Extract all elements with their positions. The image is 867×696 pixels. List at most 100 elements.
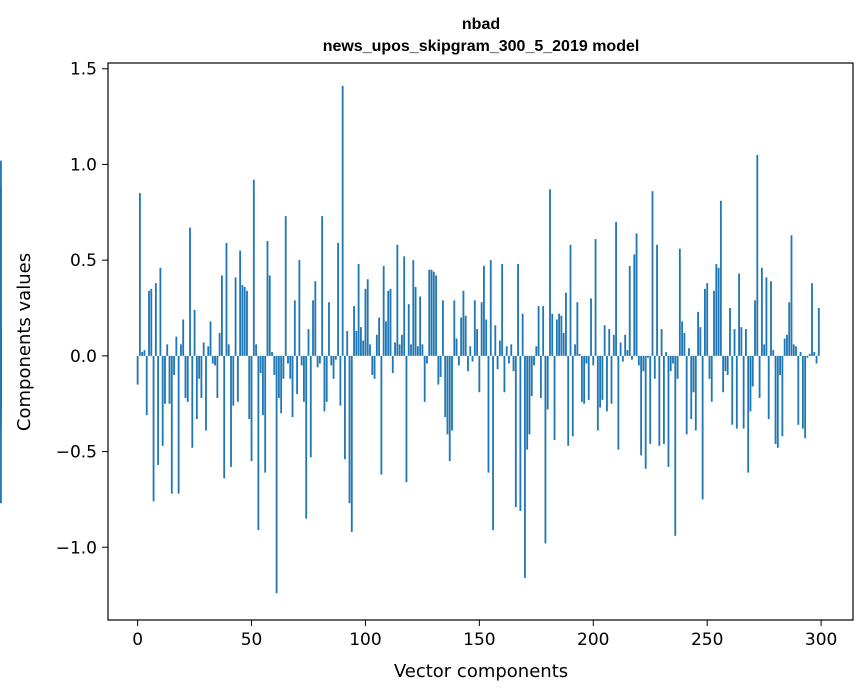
bar-93 — [348, 355, 351, 504]
bar-238 — [678, 248, 681, 356]
x-tick-label: 100 — [349, 630, 381, 650]
x-tick-label: 300 — [805, 630, 837, 650]
bar-15 — [170, 355, 173, 494]
bar-96 — [355, 330, 358, 356]
bar-182 — [551, 313, 554, 356]
bar-148 — [473, 300, 476, 356]
y-tick-label: 0.5 — [70, 251, 97, 271]
bars-group — [0, 85, 820, 594]
bar-138 — [451, 355, 453, 431]
bar-149 — [476, 329, 478, 356]
bar-189 — [567, 355, 570, 446]
bar-103 — [371, 355, 374, 375]
bar-141 — [457, 355, 460, 366]
bar-8 — [154, 283, 157, 356]
bar-164 — [510, 344, 513, 356]
bar-7 — [152, 355, 155, 502]
x-tick-label: 200 — [577, 630, 609, 650]
bar-1 — [138, 193, 141, 356]
bar-85 — [330, 355, 333, 366]
bar-81 — [321, 216, 324, 356]
bar-143 — [462, 290, 465, 356]
bar-227 — [653, 355, 656, 379]
bar-38 — [223, 355, 226, 479]
bar-215 — [626, 350, 629, 356]
bar-57 — [266, 241, 269, 356]
bar-248 — [701, 355, 704, 500]
bar-51 — [252, 179, 255, 356]
bar-76 — [309, 355, 312, 458]
bar-163 — [508, 355, 510, 364]
bar-254 — [715, 263, 718, 356]
bar-89 — [339, 355, 342, 406]
bar-224 — [647, 355, 649, 358]
bar-217 — [631, 355, 633, 360]
bar-30 — [205, 355, 207, 431]
bar-54 — [259, 355, 262, 374]
bar-282 — [779, 355, 781, 375]
chart-title: nbad — [462, 16, 500, 33]
bar-274 — [760, 267, 763, 356]
bar-223 — [644, 355, 647, 469]
bar-221 — [640, 355, 643, 456]
bar-78 — [314, 281, 317, 356]
bar-9 — [157, 355, 160, 465]
bar-291 — [799, 352, 802, 356]
bar-195 — [580, 355, 583, 402]
bar-131 — [435, 275, 437, 356]
bar-277 — [767, 355, 770, 420]
bar-145 — [467, 355, 469, 372]
bar-116 — [400, 334, 403, 356]
bar-175 — [535, 346, 538, 356]
bar-174 — [533, 355, 535, 366]
bar-165 — [512, 355, 515, 372]
bar-62 — [277, 355, 280, 398]
bar-45 — [239, 250, 242, 356]
bar-263 — [735, 355, 738, 429]
bar-41 — [230, 355, 232, 467]
bar-214 — [624, 334, 627, 356]
bar-156 — [492, 355, 494, 531]
bar-48 — [246, 290, 248, 356]
bar-185 — [558, 313, 561, 356]
x-tick-label: 0 — [132, 630, 143, 650]
bar-71 — [298, 260, 301, 356]
bar-218 — [633, 254, 636, 356]
bar-146 — [469, 346, 472, 356]
bar-132 — [437, 355, 440, 385]
bar-299 — [817, 308, 820, 356]
bar-106 — [378, 317, 381, 356]
bar-63 — [280, 355, 283, 414]
bar-191 — [571, 355, 574, 437]
bar-219 — [635, 233, 638, 356]
bar-172 — [528, 355, 531, 435]
bar-72 — [300, 355, 303, 366]
bar-83 — [325, 355, 328, 402]
bar-4 — [145, 355, 148, 416]
bar-125 — [421, 344, 424, 356]
bar-25 — [193, 309, 196, 356]
y-tick-label: 0.0 — [70, 347, 97, 367]
bar-267 — [745, 329, 747, 356]
bar-184 — [555, 319, 558, 356]
x-axis-label: Vector components — [394, 661, 568, 682]
bar-114 — [396, 244, 399, 356]
bar-171 — [526, 355, 529, 450]
y-axis-label: Components values — [14, 253, 35, 431]
bar-121 — [412, 260, 415, 356]
bar-123 — [416, 346, 419, 356]
bar-122 — [414, 286, 417, 356]
bar-140 — [455, 338, 458, 356]
bar-283 — [781, 355, 784, 437]
bar-101 — [366, 279, 369, 356]
bar-110 — [387, 290, 390, 356]
bar-161 — [503, 355, 506, 393]
bar-293 — [804, 355, 807, 439]
bar-31 — [207, 346, 210, 356]
bar-289 — [795, 346, 797, 356]
x-axis-ticks: 0 50 100 150 200 250 300 — [132, 620, 837, 650]
bar-285 — [786, 334, 788, 356]
bar-158 — [496, 355, 499, 370]
bar-273 — [758, 355, 761, 398]
